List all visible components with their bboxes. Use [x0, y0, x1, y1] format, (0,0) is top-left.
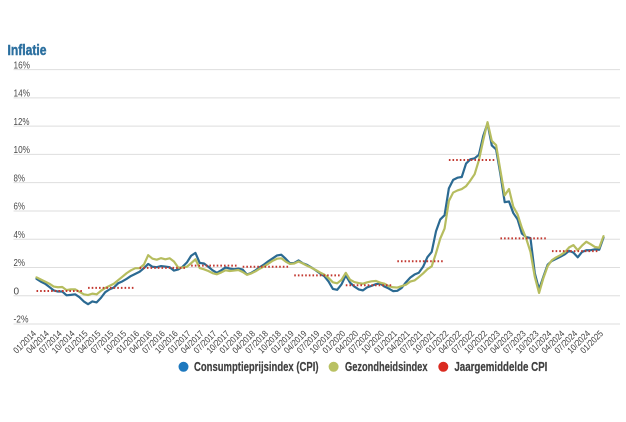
svg-text:Inflatie: Inflatie	[8, 43, 47, 59]
svg-text:Consumptieprijsindex (CPI): Consumptieprijsindex (CPI)	[194, 359, 319, 374]
svg-text:10%: 10%	[14, 145, 31, 156]
svg-text:12%: 12%	[14, 117, 30, 128]
svg-text:2%: 2%	[14, 258, 26, 269]
svg-text:Gezondheidsindex: Gezondheidsindex	[345, 359, 428, 374]
svg-text:14%: 14%	[14, 89, 31, 100]
svg-text:0: 0	[14, 286, 20, 297]
svg-text:Jaargemiddelde CPI: Jaargemiddelde CPI	[454, 359, 547, 374]
svg-text:6%: 6%	[14, 202, 26, 213]
svg-text:8%: 8%	[14, 173, 26, 184]
svg-text:-2%: -2%	[14, 315, 29, 326]
svg-text:16%: 16%	[14, 60, 31, 71]
svg-text:4%: 4%	[14, 230, 26, 241]
